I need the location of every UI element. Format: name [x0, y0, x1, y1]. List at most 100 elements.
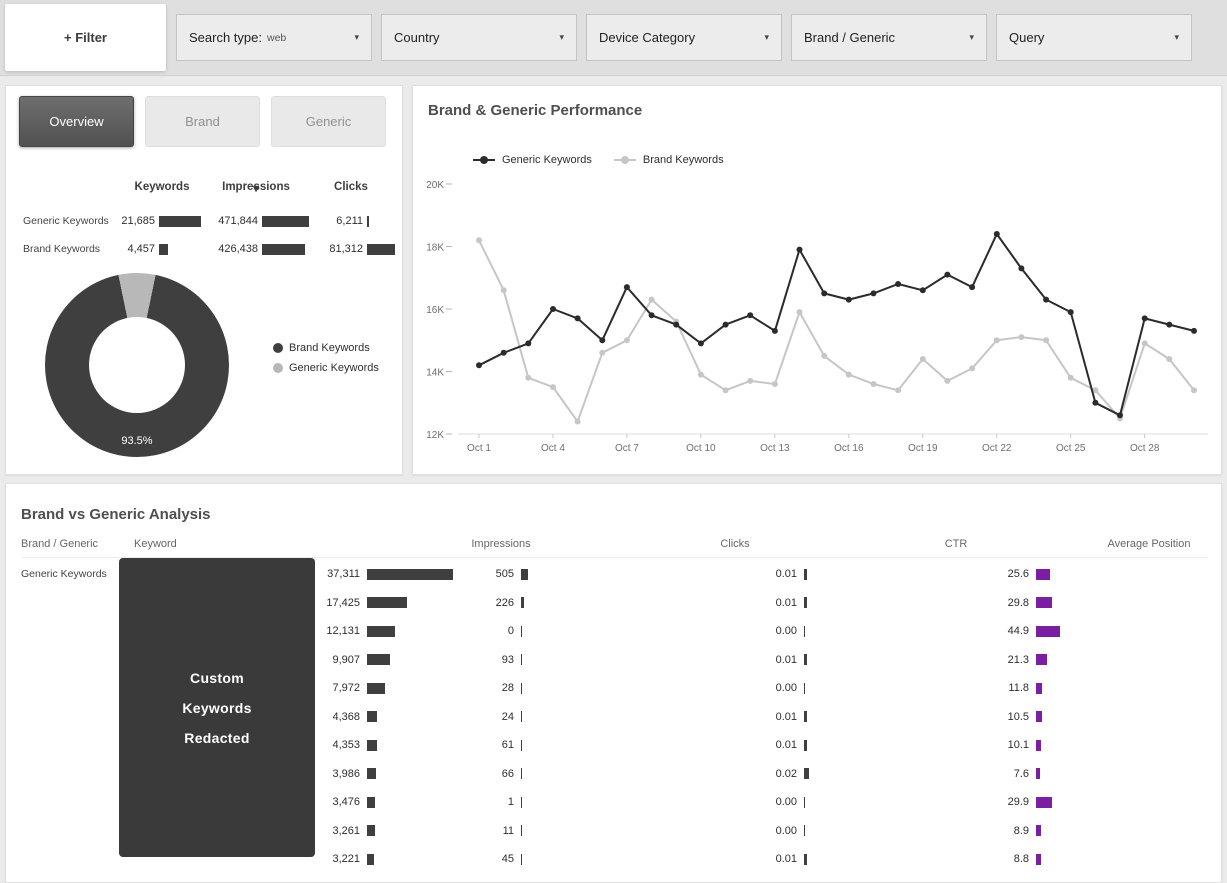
donut-legend-item: Brand Keywords [273, 342, 379, 354]
dropdown-label: Query [1009, 30, 1045, 45]
impressions-value: 37,311 [327, 568, 360, 581]
impressions-bar-wrap [364, 654, 464, 666]
svg-text:Oct 22: Oct 22 [982, 443, 1012, 454]
svg-text:Oct 4: Oct 4 [541, 443, 565, 454]
impressions-bar-wrap [364, 625, 464, 637]
tab-overview[interactable]: Overview [19, 96, 134, 147]
caret-down-icon: ▾ [969, 32, 974, 42]
header-ctr[interactable]: CTR [944, 538, 968, 550]
keywords-bar [159, 243, 168, 255]
svg-text:Oct 28: Oct 28 [1130, 443, 1160, 454]
impressions-bar [367, 682, 386, 694]
average-position-bar [1036, 768, 1041, 780]
average-position-bar [1036, 682, 1043, 694]
impressions-bar [367, 853, 375, 865]
ctr-value: 0.01 [775, 853, 797, 866]
average-position-value: 10.1 [1007, 739, 1029, 752]
average-position-value: 7.6 [1013, 767, 1029, 780]
header-impressions[interactable]: Impressions [471, 538, 531, 550]
dropdown-label: Search type: [189, 30, 262, 45]
summary-table-row: Brand Keywords 4,457 426,438 81,312 [23, 235, 401, 263]
impressions-bar [367, 739, 377, 751]
header-clicks[interactable]: Clicks [334, 181, 368, 193]
ctr-value: 0.00 [775, 682, 797, 695]
impressions-bar-wrap [364, 739, 464, 751]
average-position-bar-wrap [1033, 768, 1181, 780]
header-keyword[interactable]: Keyword [134, 538, 177, 550]
filter-bar: + Filter Search type: web ▾ Country ▾ De… [0, 0, 1227, 76]
donut-legend: Brand Keywords Generic Keywords [273, 342, 379, 374]
impressions-bar [367, 825, 375, 837]
average-position-bar [1036, 796, 1052, 808]
impressions-value: 3,221 [332, 853, 360, 866]
clicks-bar-wrap [518, 682, 541, 694]
tab-brand[interactable]: Brand [145, 96, 260, 147]
performance-chart-title: Brand & Generic Performance [428, 102, 643, 119]
dropdown-value: web [267, 31, 287, 44]
filter-dropdown-device-category[interactable]: Device Category ▾ [586, 14, 782, 61]
average-position-bar-wrap [1033, 597, 1181, 609]
ctr-value: 0.00 [775, 796, 797, 809]
clicks-bar [367, 215, 370, 227]
add-filter-button[interactable]: + Filter [5, 4, 166, 71]
header-average-position[interactable]: Average Position [1107, 538, 1191, 550]
ctr-bar-wrap [801, 682, 821, 694]
average-position-bar [1036, 625, 1060, 637]
clicks-bar [521, 711, 522, 723]
clicks-bar-wrap [518, 625, 541, 637]
brand-generic-donut-chart: 93.5% [45, 273, 229, 457]
average-position-value: 8.8 [1013, 853, 1029, 866]
clicks-bar [521, 654, 523, 666]
clicks-bar [521, 739, 522, 751]
tab-generic[interactable]: Generic [271, 96, 386, 147]
legend-dot-icon [273, 343, 283, 353]
impressions-bar-wrap [262, 243, 312, 255]
svg-text:Oct 13: Oct 13 [760, 443, 790, 454]
svg-text:20K: 20K [426, 180, 444, 191]
dropdown-label: Device Category [599, 30, 696, 45]
average-position-value: 44.9 [1007, 625, 1029, 638]
filter-dropdowns: Search type: web ▾ Country ▾ Device Cate… [176, 14, 1192, 61]
impressions-bar [367, 654, 390, 666]
impressions-bar [262, 243, 305, 255]
average-position-bar-wrap [1033, 853, 1181, 865]
ctr-value: 0.00 [775, 625, 797, 638]
average-position-bar-wrap [1033, 711, 1181, 723]
filter-dropdown-country[interactable]: Country ▾ [381, 14, 577, 61]
redaction-line: Redacted [184, 729, 250, 746]
svg-text:Oct 10: Oct 10 [686, 443, 716, 454]
clicks-bar-wrap [518, 853, 541, 865]
caret-down-icon: ▾ [354, 32, 359, 42]
keywords-bar-wrap [159, 243, 207, 255]
svg-text:Oct 1: Oct 1 [467, 443, 491, 454]
donut-legend-label: Generic Keywords [289, 362, 379, 374]
filter-dropdown-brand-generic[interactable]: Brand / Generic ▾ [791, 14, 987, 61]
header-clicks[interactable]: Clicks [720, 538, 750, 550]
header-impressions-label: Impressions [222, 181, 290, 193]
filter-dropdown-search-type[interactable]: Search type: web ▾ [176, 14, 372, 61]
svg-text:12K: 12K [426, 430, 444, 441]
clicks-bar [521, 853, 522, 865]
ctr-value: 0.02 [775, 767, 797, 780]
clicks-bar-wrap [367, 215, 403, 227]
header-brand-generic[interactable]: Brand / Generic [21, 538, 99, 550]
impressions-bar-wrap [364, 711, 464, 723]
clicks-value: 93 [501, 653, 514, 666]
filter-dropdown-query[interactable]: Query ▾ [996, 14, 1192, 61]
impressions-bar-wrap [364, 597, 464, 609]
impressions-bar-wrap [364, 682, 464, 694]
impressions-value: 9,907 [332, 653, 360, 666]
impressions-value: 3,986 [332, 767, 360, 780]
donut-legend-item: Generic Keywords [273, 362, 379, 374]
svg-text:14K: 14K [426, 368, 444, 379]
performance-chart-legend: Generic Keywords Brand Keywords [473, 154, 724, 166]
ctr-bar [804, 597, 807, 609]
impressions-bar-wrap [364, 825, 464, 837]
header-keywords[interactable]: Keywords [134, 181, 190, 193]
impressions-bar [367, 711, 378, 723]
chart-legend-item: Generic Keywords [473, 154, 592, 166]
clicks-value: 61 [501, 739, 514, 752]
impressions-bar [262, 215, 309, 227]
clicks-bar [521, 682, 522, 694]
view-tabs: Overview Brand Generic [19, 96, 386, 147]
